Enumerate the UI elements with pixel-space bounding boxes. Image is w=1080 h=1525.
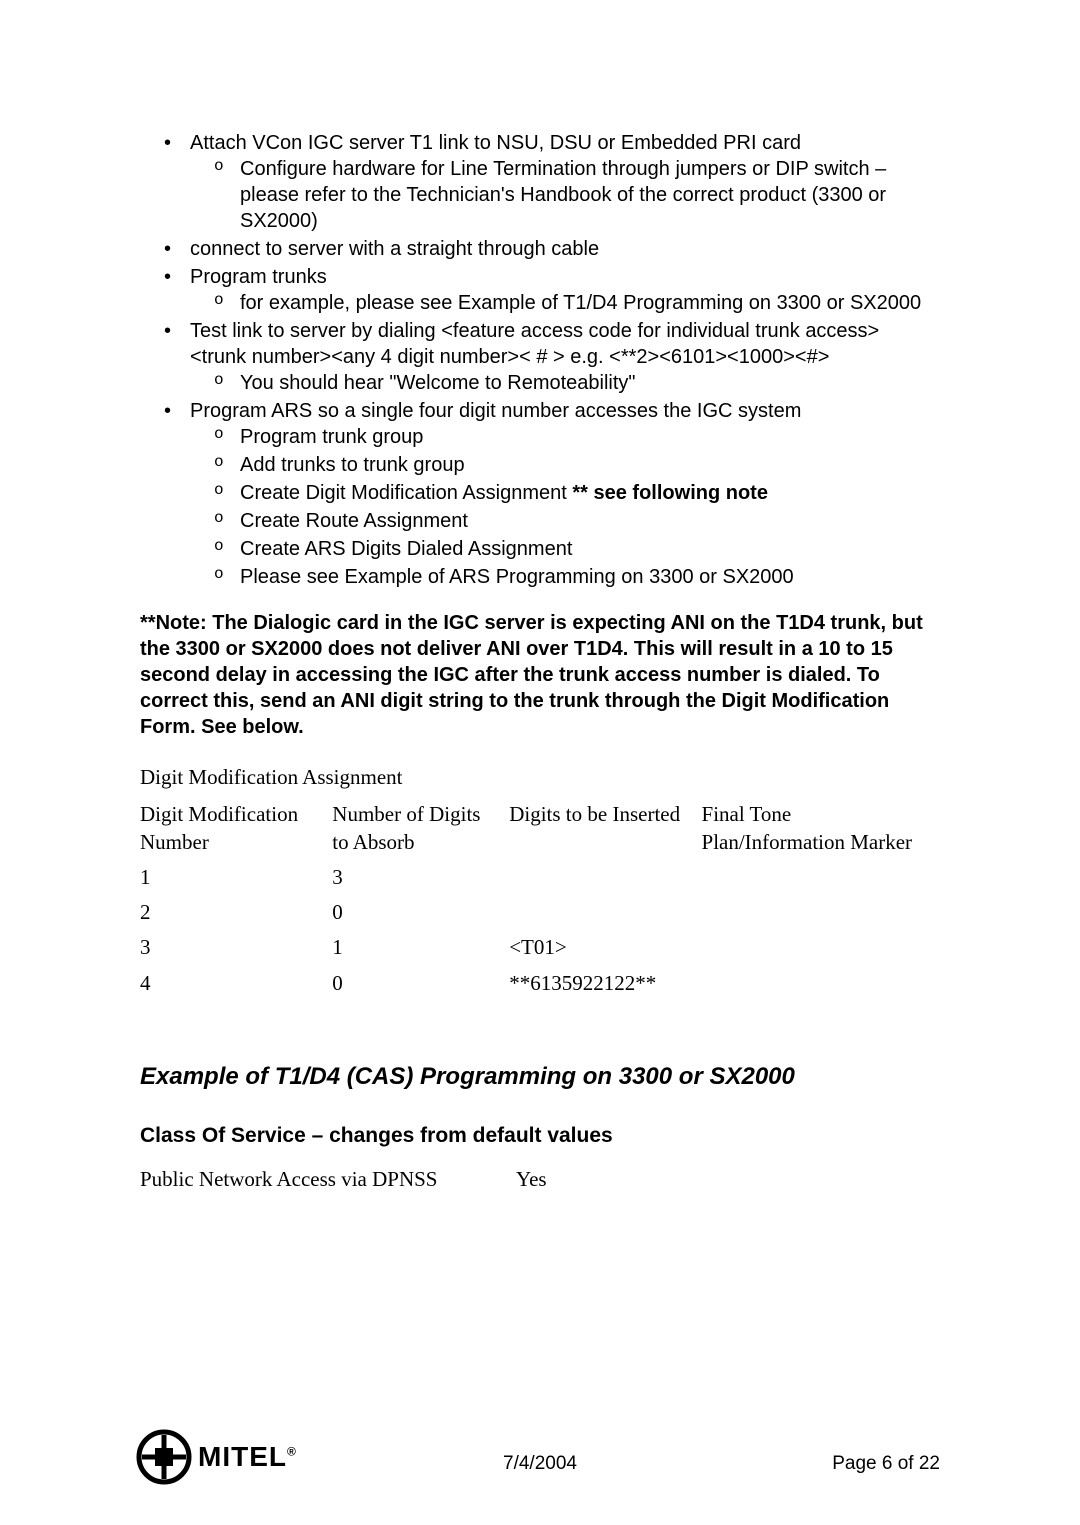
dma-section: Digit Modification Assignment Digit Modi… xyxy=(140,764,940,1001)
footer-page-number: Page 6 of 22 xyxy=(832,1452,940,1477)
table-cell: 2 xyxy=(140,895,332,930)
table-header-row: Digit Modification Number Number of Digi… xyxy=(140,797,940,860)
sub-item: Create Route Assignment xyxy=(240,508,940,534)
sub-list: Program trunk group Add trunks to trunk … xyxy=(190,424,940,590)
table-cell: 4 xyxy=(140,966,332,1001)
table-header: Final Tone Plan/Information Marker xyxy=(702,797,940,860)
sub-item: Create Digit Modification Assignment ** … xyxy=(240,480,940,506)
mitel-logo: MITEL® xyxy=(136,1429,297,1485)
cos-label: Public Network Access via DPNSS xyxy=(140,1166,516,1193)
table-header: Digit Modification Number xyxy=(140,797,332,860)
table-cell: 0 xyxy=(332,966,509,1001)
bullet-text: Program ARS so a single four digit numbe… xyxy=(190,400,801,422)
cos-heading: Class Of Service – changes from default … xyxy=(140,1122,940,1149)
bullet-item: Program ARS so a single four digit numbe… xyxy=(190,398,940,590)
dma-table: Digit Modification Number Number of Digi… xyxy=(140,797,940,1001)
table-cell: <T01> xyxy=(509,930,701,965)
table-cell: 1 xyxy=(332,930,509,965)
table-cell xyxy=(702,966,940,1001)
bullet-item: connect to server with a straight throug… xyxy=(190,236,940,262)
sub-item: Program trunk group xyxy=(240,424,940,450)
sub-item: for example, please see Example of T1/D4… xyxy=(240,290,940,316)
table-cell: 0 xyxy=(332,895,509,930)
mitel-logo-icon xyxy=(136,1429,192,1485)
bullet-item: Test link to server by dialing <feature … xyxy=(190,318,940,396)
logo-brand: MITEL xyxy=(198,1441,287,1472)
cos-row: Public Network Access via DPNSS Yes xyxy=(140,1166,940,1193)
table-row: 2 0 xyxy=(140,895,940,930)
table-cell xyxy=(702,930,940,965)
logo-registered: ® xyxy=(287,1444,297,1458)
table-cell xyxy=(702,860,940,895)
sub-item: Please see Example of ARS Programming on… xyxy=(240,564,940,590)
sub-list: Configure hardware for Line Termination … xyxy=(190,156,940,234)
sub-list: You should hear "Welcome to Remoteabilit… xyxy=(190,370,940,396)
bold-note-ref: ** see following note xyxy=(572,482,768,504)
sub-item: Create ARS Digits Dialed Assignment xyxy=(240,536,940,562)
bullet-text: Program trunks xyxy=(190,266,327,288)
table-cell xyxy=(509,895,701,930)
table-cell xyxy=(702,895,940,930)
table-cell: 1 xyxy=(140,860,332,895)
table-cell: **6135922122** xyxy=(509,966,701,1001)
table-cell xyxy=(509,860,701,895)
table-cell: 3 xyxy=(140,930,332,965)
table-row: 1 3 xyxy=(140,860,940,895)
table-header: Number of Digits to Absorb xyxy=(332,797,509,860)
footer-date: 7/4/2004 xyxy=(503,1452,577,1477)
sub-item-text: Create Digit Modification Assignment xyxy=(240,482,572,504)
document-page: Attach VCon IGC server T1 link to NSU, D… xyxy=(0,0,1080,1525)
cos-value: Yes xyxy=(516,1166,676,1193)
table-header: Digits to be Inserted xyxy=(509,797,701,860)
bullet-item: Attach VCon IGC server T1 link to NSU, D… xyxy=(190,130,940,234)
note-paragraph: **Note: The Dialogic card in the IGC ser… xyxy=(140,610,940,740)
table-cell: 3 xyxy=(332,860,509,895)
logo-text: MITEL® xyxy=(198,1439,297,1475)
table-row: 4 0 **6135922122** xyxy=(140,966,940,1001)
page-footer: MITEL® 7/4/2004 Page 6 of 22 xyxy=(140,1415,940,1485)
table-row: 3 1 <T01> xyxy=(140,930,940,965)
bullet-text: connect to server with a straight throug… xyxy=(190,238,599,260)
sub-item: You should hear "Welcome to Remoteabilit… xyxy=(240,370,940,396)
bullet-text: Attach VCon IGC server T1 link to NSU, D… xyxy=(190,132,801,154)
dma-title: Digit Modification Assignment xyxy=(140,764,940,791)
sub-list: for example, please see Example of T1/D4… xyxy=(190,290,940,316)
bullet-item: Program trunks for example, please see E… xyxy=(190,264,940,316)
sub-item: Add trunks to trunk group xyxy=(240,452,940,478)
main-bullet-list: Attach VCon IGC server T1 link to NSU, D… xyxy=(140,130,940,590)
bullet-text: Test link to server by dialing <feature … xyxy=(190,320,879,368)
example-heading: Example of T1/D4 (CAS) Programming on 33… xyxy=(140,1061,940,1092)
sub-item: Configure hardware for Line Termination … xyxy=(240,156,940,234)
